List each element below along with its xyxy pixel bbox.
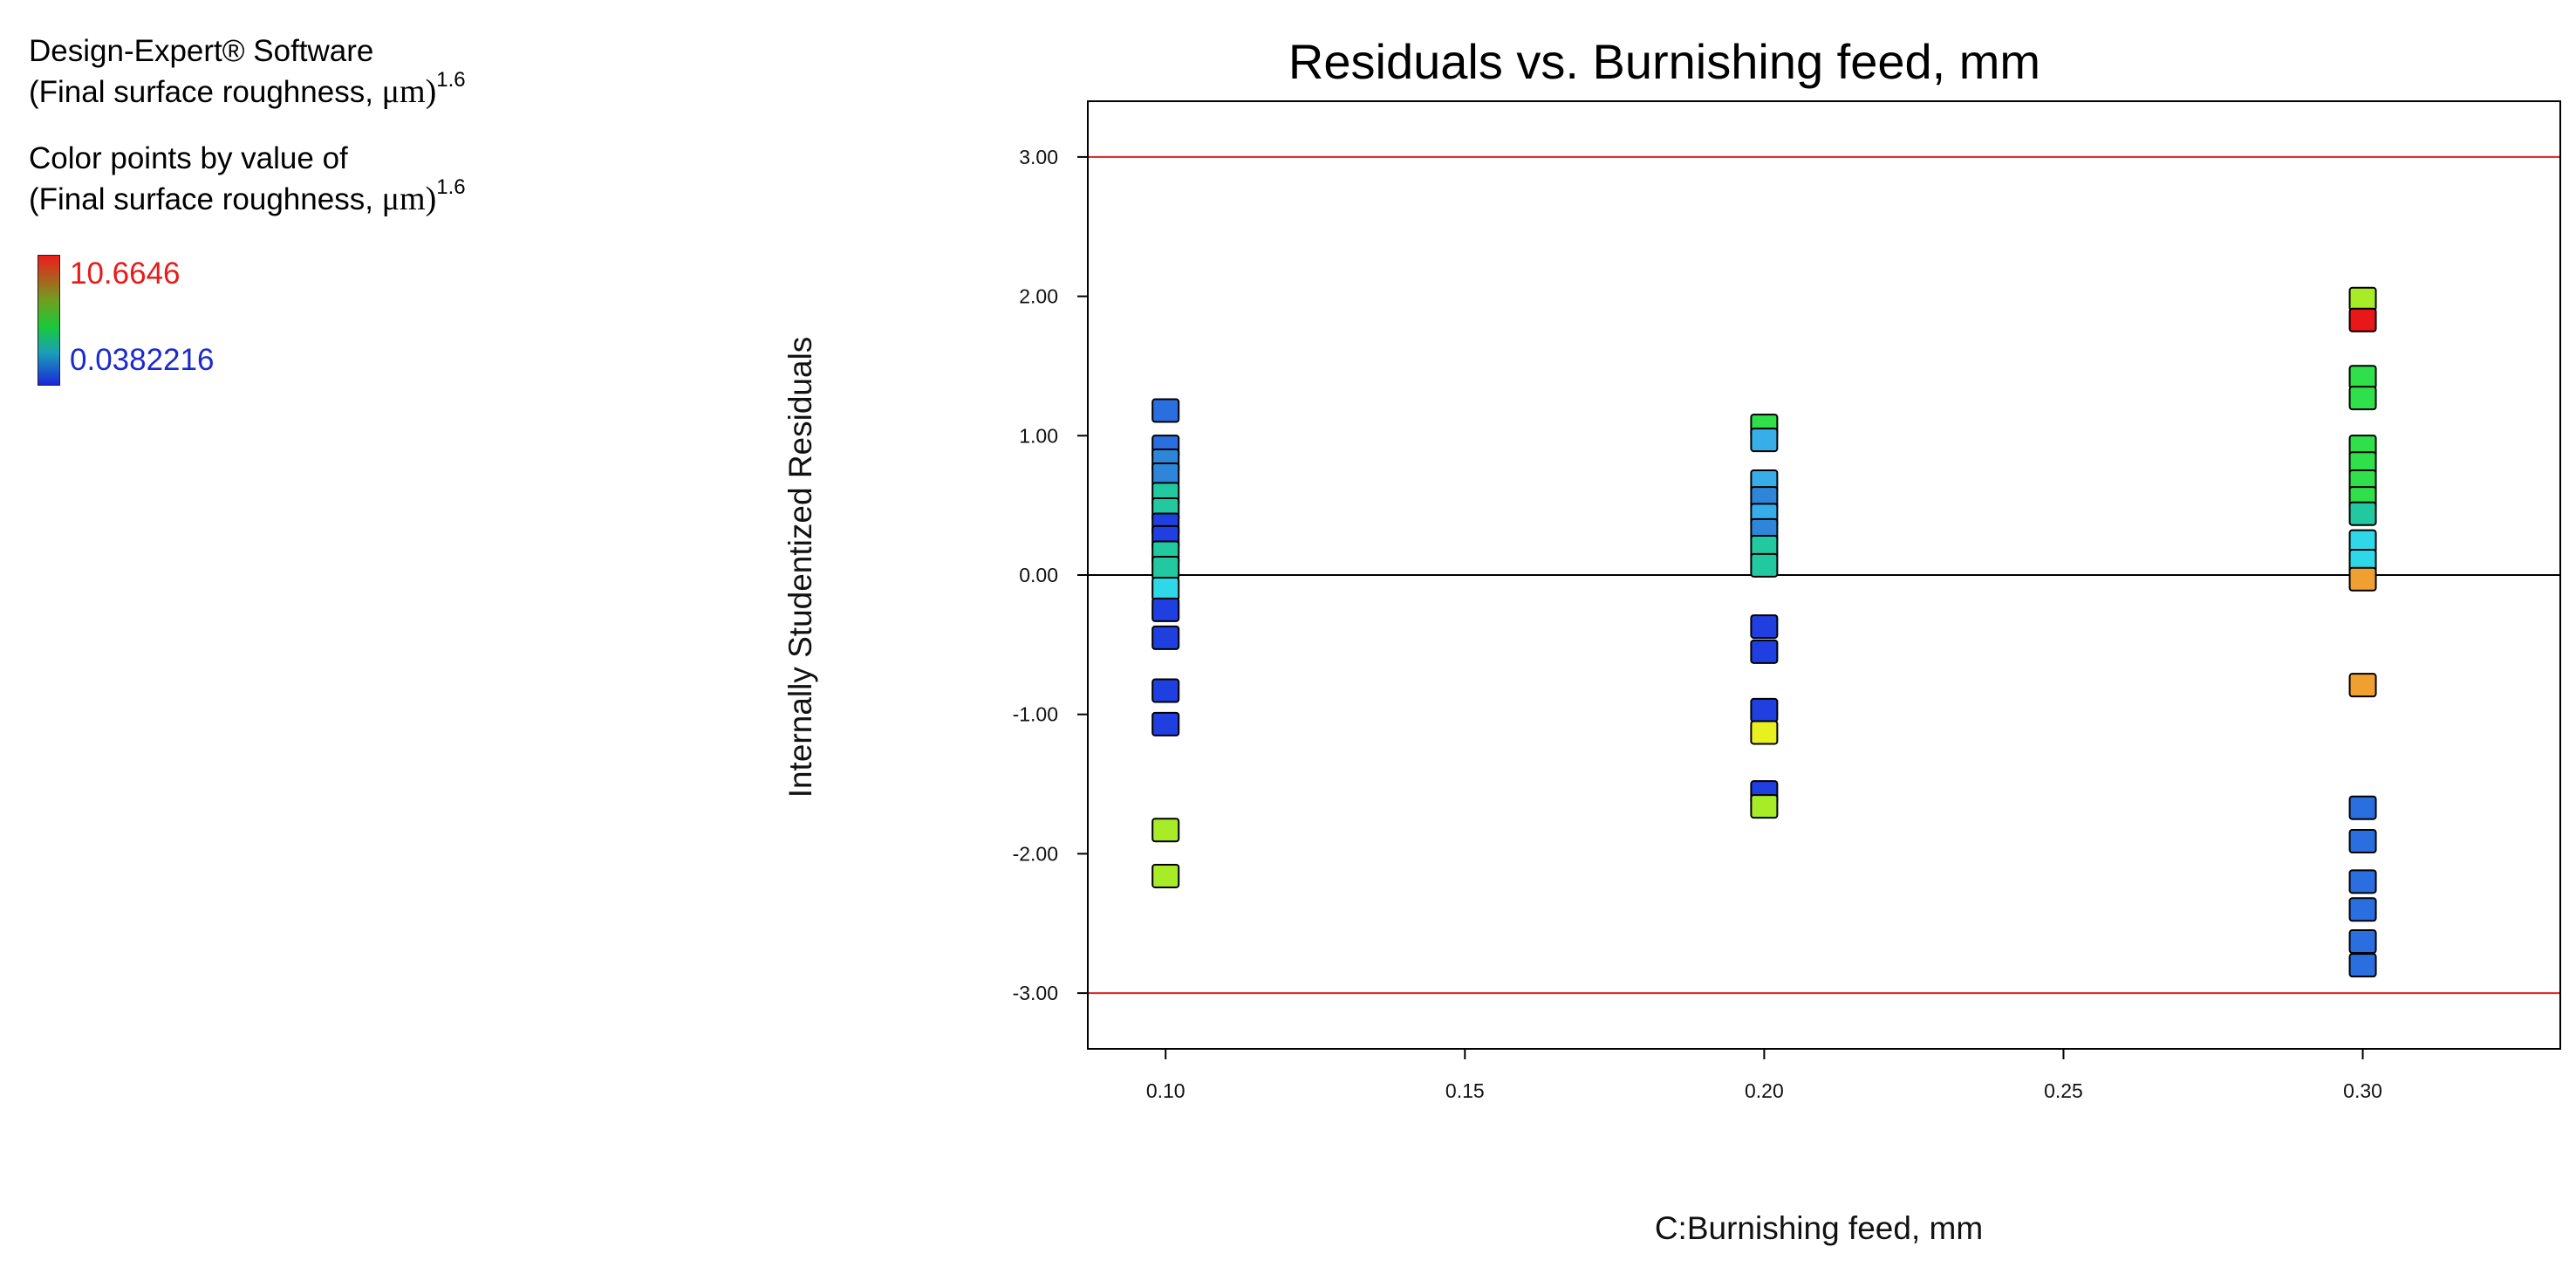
color-response-name: (Final surface roughness, μm)1.6	[29, 177, 466, 220]
y-tick-label: -2.00	[1013, 842, 1058, 865]
data-point	[2348, 897, 2377, 922]
response-prefix: (Final surface roughness,	[29, 75, 382, 109]
data-point	[1151, 711, 1180, 736]
y-tick-label: -3.00	[1013, 982, 1058, 1004]
data-point	[1151, 556, 1180, 581]
data-point	[1750, 552, 1779, 578]
data-point	[2348, 829, 2377, 854]
y-tick-label: 1.00	[1019, 424, 1058, 447]
x-tick-label: 0.15	[1445, 1079, 1485, 1102]
data-point	[2348, 869, 2377, 894]
data-point	[1151, 863, 1180, 888]
data-point	[1151, 818, 1180, 843]
color-scale-bar	[38, 255, 60, 386]
data-point	[2348, 365, 2377, 390]
data-point	[1151, 398, 1180, 423]
y-axis: 3.00 2.00 1.00 0.00 -1.00 -2.00 -3.00	[1013, 146, 1088, 1004]
response-unit: μm)	[381, 73, 437, 110]
data-point	[1750, 720, 1779, 745]
color-scale-max: 10.6646	[70, 257, 181, 291]
data-point	[1151, 678, 1180, 703]
data-point	[1750, 794, 1779, 819]
x-tick-label: 0.30	[2343, 1079, 2382, 1102]
y-tick-label: 2.00	[1019, 285, 1058, 308]
data-point	[2348, 673, 2377, 698]
response-name: (Final surface roughness, μm)1.6	[29, 70, 466, 113]
info-panel: Design-Expert® Software (Final surface r…	[29, 31, 466, 220]
y-axis-title: Internally Studentized Residuals	[782, 337, 818, 798]
data-point	[2348, 566, 2377, 592]
data-point	[2348, 386, 2377, 411]
color-response-unit: μm)	[381, 181, 437, 217]
data-point	[2348, 286, 2377, 312]
data-point	[1151, 576, 1180, 601]
data-point	[1750, 614, 1779, 640]
y-tick-label: 0.00	[1019, 564, 1058, 586]
data-point	[2348, 501, 2377, 526]
data-point	[1750, 697, 1779, 723]
data-point	[1750, 639, 1779, 664]
software-name: Design-Expert® Software	[29, 34, 374, 68]
color-response-power: 1.6	[436, 175, 466, 199]
data-point	[1151, 597, 1180, 622]
response-power: 1.6	[436, 68, 466, 92]
data-point	[2348, 307, 2377, 332]
x-tick-label: 0.25	[2044, 1079, 2083, 1102]
color-scale-min: 0.0382216	[70, 343, 215, 377]
y-tick-label: 3.00	[1019, 146, 1058, 168]
x-axis: 0.10 0.15 0.20 0.25 0.30	[1146, 1049, 2382, 1102]
x-tick-label: 0.10	[1146, 1079, 1186, 1102]
data-point	[1151, 625, 1180, 650]
color-by-label: Color points by value of	[29, 141, 348, 175]
data-point	[2348, 795, 2377, 820]
chart-title: Residuals vs. Burnishing feed, mm	[1288, 34, 2040, 89]
data-point	[2348, 953, 2377, 978]
data-point	[2348, 929, 2377, 955]
y-tick-label: -1.00	[1013, 703, 1058, 726]
data-points	[1151, 286, 2377, 978]
data-point	[1750, 428, 1779, 453]
x-axis-title: C:Burnishing feed, mm	[1655, 1210, 1983, 1246]
x-tick-label: 0.20	[1745, 1079, 1784, 1102]
color-response-prefix: (Final surface roughness,	[29, 182, 382, 216]
reference-lines	[1088, 155, 2560, 995]
